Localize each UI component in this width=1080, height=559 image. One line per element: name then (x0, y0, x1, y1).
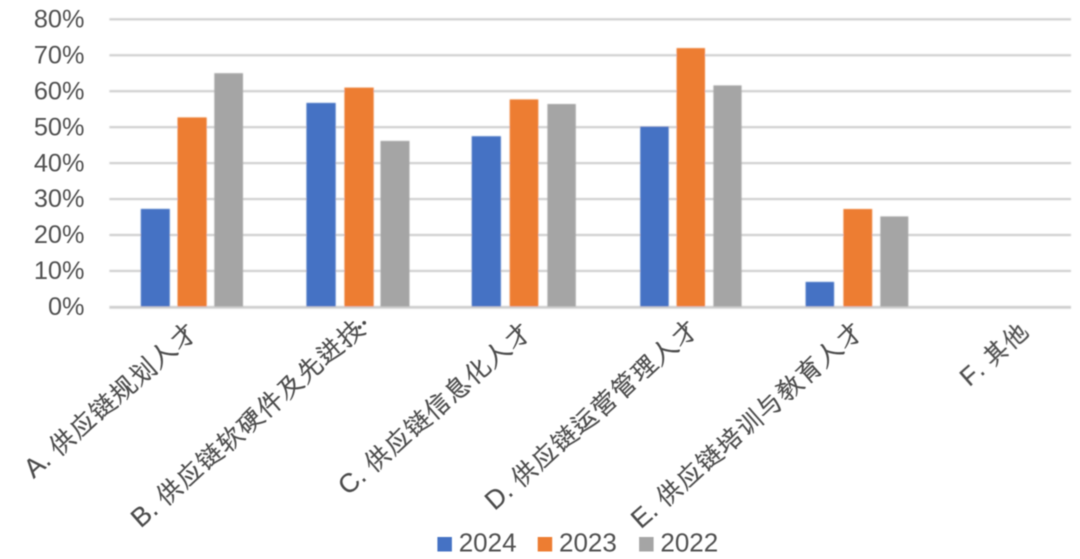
svg-text:40%: 40% (34, 149, 85, 177)
svg-text:2023: 2023 (559, 528, 617, 558)
svg-text:2024: 2024 (459, 528, 517, 558)
svg-text:50%: 50% (34, 113, 85, 141)
svg-text:30%: 30% (34, 185, 85, 213)
svg-text:10%: 10% (34, 257, 85, 285)
svg-text:20%: 20% (34, 221, 85, 249)
svg-text:70%: 70% (34, 41, 85, 69)
svg-text:2022: 2022 (660, 528, 718, 558)
svg-text:0%: 0% (48, 293, 85, 321)
svg-text:80%: 80% (34, 6, 85, 34)
svg-text:60%: 60% (34, 77, 85, 105)
